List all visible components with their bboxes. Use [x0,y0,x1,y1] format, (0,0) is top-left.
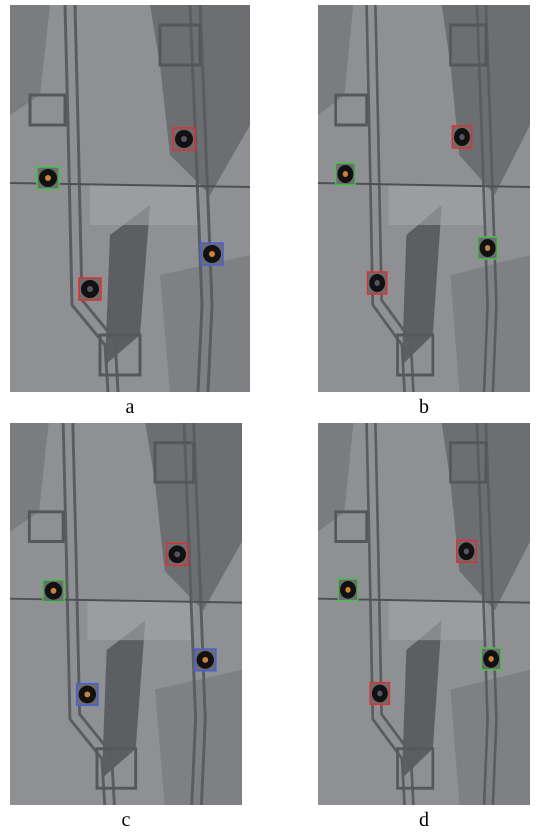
figure: a b c d (() => { const data = JSON.parse… [0,0,539,836]
photo-panel [318,423,530,805]
shadow [155,670,242,805]
nut-center [174,551,180,557]
nut-center [343,171,348,177]
shadow [160,255,250,392]
nut-center [84,691,90,697]
panel-label: a [110,396,150,419]
nut-center [464,548,469,554]
nut-center [377,690,382,696]
photo-panel [10,5,250,392]
nut-center [51,588,57,594]
nut-center [485,245,490,251]
highlight [87,601,193,640]
nut-center [45,175,51,181]
highlight [389,601,486,640]
photo-panel [10,423,242,805]
shadow [451,255,531,392]
nut-center [459,134,464,140]
nut-center [87,286,93,292]
photo-panel [318,5,530,392]
nut-center [202,657,208,663]
panel-label: c [106,809,146,832]
panel-label: d [404,809,444,832]
panel-label: b [404,396,444,419]
highlight [90,185,200,225]
nut-center [345,587,350,593]
shadow [451,670,531,805]
nut-center [181,136,187,142]
nut-center [375,280,380,286]
highlight [389,185,486,225]
nut-center [488,656,493,662]
nut-center [209,251,215,257]
